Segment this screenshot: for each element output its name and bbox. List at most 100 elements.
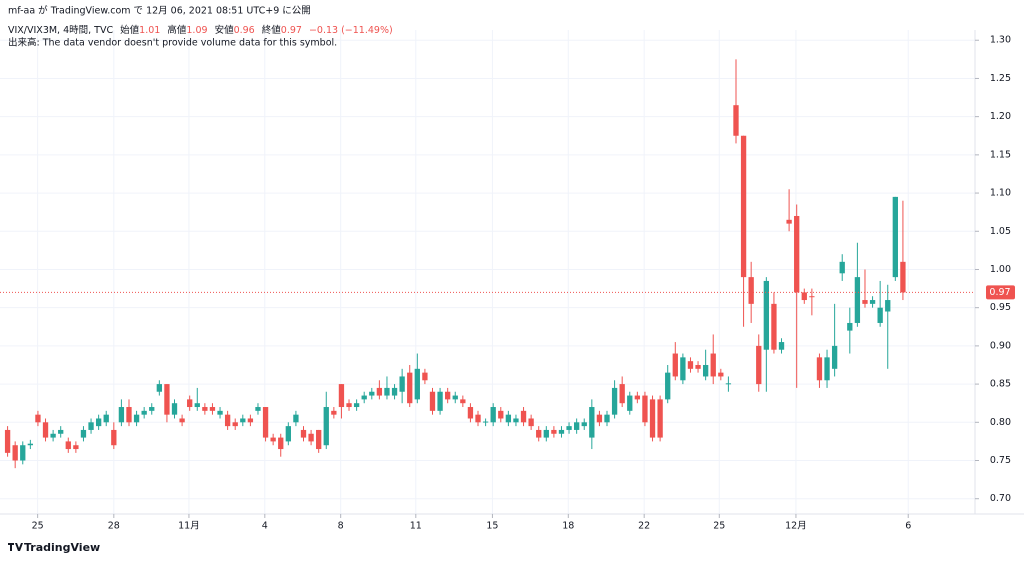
close-label: 終値 <box>262 24 282 36</box>
candle-body <box>293 414 299 423</box>
candle-body <box>58 429 64 434</box>
last-price-box <box>986 285 1015 300</box>
y-tick-label: 0.95 <box>990 302 1011 313</box>
candle-body <box>551 429 557 434</box>
candle-body <box>73 445 79 450</box>
candle-body <box>498 410 504 419</box>
candle-body <box>619 384 625 404</box>
high: 1.09 <box>186 25 207 36</box>
candle-body <box>687 361 694 369</box>
x-tick-label: 25 <box>713 521 725 532</box>
candle-body <box>232 422 238 427</box>
last-price-label: 0.97 <box>989 287 1010 298</box>
candle-body <box>384 387 390 396</box>
x-tick-label: 28 <box>108 521 120 532</box>
candle-body <box>179 418 185 423</box>
candle-body <box>149 407 155 411</box>
candle-body <box>634 395 641 400</box>
candle-body <box>95 418 102 427</box>
candle-body <box>338 384 345 408</box>
candle-body <box>4 429 11 453</box>
candle-body <box>862 300 868 304</box>
y-tick-label: 1.10 <box>990 188 1011 199</box>
candle-body <box>536 429 542 438</box>
candle-body <box>566 426 572 430</box>
candle-body <box>247 418 254 423</box>
candle-body <box>323 407 329 446</box>
candle-body <box>391 387 398 396</box>
footer-brand: TradingView <box>24 541 100 554</box>
candle-body <box>88 422 94 430</box>
candle-body <box>816 357 823 381</box>
candle-body <box>361 395 367 400</box>
candle-body <box>831 345 838 369</box>
candle-body <box>429 391 436 411</box>
candle-body <box>331 410 337 415</box>
candle-body <box>748 277 754 304</box>
candle-body <box>589 407 595 438</box>
candle-body <box>543 429 549 438</box>
candle-body <box>657 399 663 438</box>
candle-body <box>50 433 56 438</box>
candle-body <box>505 414 512 423</box>
open: 1.01 <box>139 25 160 36</box>
y-tick-label: 1.05 <box>990 226 1011 237</box>
candle-body <box>346 403 352 408</box>
candle-body <box>771 303 777 350</box>
candle-body <box>369 391 375 396</box>
candle-body <box>733 105 739 136</box>
candle-body <box>156 384 162 392</box>
candle-body <box>680 357 686 381</box>
x-tick-label: 25 <box>32 521 44 532</box>
candle-body <box>513 418 519 423</box>
candle-body <box>224 414 231 427</box>
change: −0.13 (−11.49%) <box>309 25 393 36</box>
candle-body <box>445 391 451 400</box>
candle-body <box>763 280 769 350</box>
candle-body <box>422 372 428 381</box>
candle-body <box>187 399 193 408</box>
candle-body <box>27 443 34 446</box>
candle-body <box>217 410 223 415</box>
x-tick-label: 11月 <box>178 521 200 532</box>
x-tick-label: 12月 <box>785 521 807 532</box>
candle-body <box>42 422 49 438</box>
candle-body <box>482 421 489 423</box>
candle-body <box>133 414 140 423</box>
candle-body <box>710 353 716 377</box>
candle-body <box>695 364 701 369</box>
candle-body <box>111 429 117 446</box>
candle-body <box>80 429 87 438</box>
candle-body <box>581 422 587 427</box>
candle-body <box>528 418 534 427</box>
legend: VIX/VIX3M, 4時間, TVC 始値1.01 高値1.09 安値0.96… <box>8 24 393 36</box>
candle-body <box>376 387 383 396</box>
x-tick-label: 8 <box>338 521 344 532</box>
candle-body <box>240 418 246 423</box>
candle-body <box>665 372 671 400</box>
volume-note: 出来高: The data vendor doesn't provide vol… <box>8 37 337 49</box>
low-label: 安値 <box>215 24 235 36</box>
candle-body <box>460 399 466 404</box>
candle-body <box>202 407 208 411</box>
candle-body <box>854 277 861 323</box>
candle-body <box>118 407 125 423</box>
close: 0.97 <box>281 25 302 36</box>
candle-body <box>794 215 800 293</box>
y-tick-label: 1.15 <box>990 149 1011 160</box>
candle-body <box>520 410 527 423</box>
candle-body <box>35 414 41 423</box>
x-tick-label: 18 <box>562 521 574 532</box>
y-tick-label: 0.80 <box>990 417 1011 428</box>
y-tick-label: 1.25 <box>990 73 1011 84</box>
candle-body <box>604 414 610 423</box>
y-tick-label: 0.75 <box>990 455 1011 466</box>
candle-body <box>12 445 18 461</box>
candle-body <box>103 414 109 423</box>
y-tick-label: 0.85 <box>990 379 1011 390</box>
candle-body <box>877 307 883 323</box>
symbol: VIX/VIX3M, 4時間, TVC <box>8 25 113 36</box>
candle-body <box>839 261 845 274</box>
candle-body <box>285 426 291 442</box>
